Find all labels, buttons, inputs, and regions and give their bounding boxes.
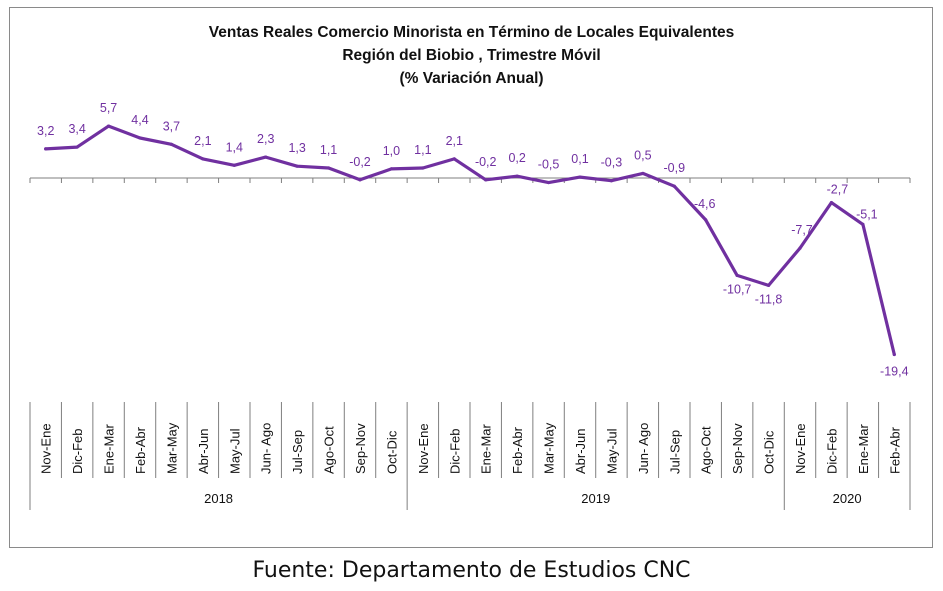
data-label: 0,2 [508, 151, 525, 165]
data-point [201, 157, 205, 161]
data-label: -0,5 [538, 158, 560, 172]
x-tick-label: Ene-Mar [102, 423, 117, 474]
x-tick-label: Nov-Ene [416, 423, 431, 474]
data-point [672, 184, 676, 188]
data-point [798, 246, 802, 250]
data-label: 1,3 [288, 141, 305, 155]
year-group-label: 2019 [581, 491, 610, 506]
x-tick-label: Dic-Feb [70, 428, 85, 474]
x-tick-label: Feb-Abr [133, 426, 148, 474]
data-point [44, 147, 48, 151]
x-tick-label: Nov-Ene [793, 423, 808, 474]
data-label: 5,7 [100, 101, 117, 115]
data-label: -2,7 [827, 183, 849, 197]
x-tick-label: Dic-Feb [824, 428, 839, 474]
data-point [735, 273, 739, 277]
x-tick-label: Ago-Oct [322, 426, 337, 474]
data-label: 1,0 [383, 144, 400, 158]
data-point [578, 175, 582, 179]
data-label: 1,1 [414, 143, 431, 157]
data-label: -19,4 [880, 365, 909, 379]
x-tick-label: Nov-Ene [39, 423, 54, 474]
data-label: 1,1 [320, 143, 337, 157]
data-point [389, 167, 394, 171]
data-point [106, 124, 111, 128]
data-point [609, 179, 614, 183]
x-tick-label: Jul-Sep [667, 430, 682, 474]
x-tick-label: Ene-Mar [479, 423, 494, 474]
data-point [704, 218, 708, 222]
data-point [766, 283, 771, 287]
data-point [641, 171, 645, 176]
x-tick-label: Feb-Abr [510, 426, 525, 474]
data-label: -0,3 [601, 156, 623, 170]
x-tick-label: Abr-Jun [196, 428, 211, 474]
year-group-label: 2020 [833, 491, 862, 506]
data-point [232, 163, 236, 167]
data-point [515, 174, 519, 178]
chart-title-line-3: (% Variación Anual) [399, 70, 544, 87]
data-point [75, 145, 79, 149]
data-label: 2,1 [446, 134, 463, 148]
data-label: -0,2 [475, 155, 497, 169]
data-point [264, 155, 268, 159]
x-tick-label: Sep-Nov [730, 423, 745, 474]
x-tick-label: Jul-Sep [290, 430, 305, 474]
data-label: 1,4 [226, 140, 243, 154]
data-label: 0,1 [571, 152, 588, 166]
x-tick-label: Jun- Ago [636, 423, 651, 474]
data-label: 3,4 [68, 122, 85, 136]
chart-title-line-2: Región del Biobio , Trimestre Móvil [342, 47, 601, 64]
data-point [892, 352, 896, 357]
data-label: 2,3 [257, 132, 274, 146]
data-point [484, 178, 488, 182]
chart-title-line-1: Ventas Reales Comercio Minorista en Térm… [208, 24, 735, 41]
x-tick-label: Abr-Jun [573, 428, 588, 474]
data-label: 4,4 [131, 113, 148, 127]
data-point [138, 136, 142, 140]
data-label: -11,8 [755, 292, 783, 306]
data-point [169, 142, 174, 146]
x-tick-label: Oct-Dic [762, 430, 777, 474]
data-label: 0,5 [634, 148, 651, 162]
chart-frame [9, 7, 933, 548]
x-tick-label: Dic-Feb [447, 428, 462, 474]
data-point [421, 166, 425, 170]
data-label: -10,7 [723, 282, 752, 296]
x-tick-label: May-Jul [604, 428, 619, 474]
x-tick-label: Mar-May [542, 422, 557, 474]
data-point [861, 222, 865, 227]
data-point [358, 178, 362, 182]
x-tick-label: Mar-May [164, 422, 179, 474]
source-note: Fuente: Departamento de Estudios CNC [252, 558, 691, 583]
year-group-label: 2018 [204, 491, 233, 506]
series-line [44, 124, 896, 357]
data-point [829, 200, 834, 205]
x-tick-label: Oct-Dic [384, 430, 399, 474]
data-label: -0,9 [664, 161, 686, 175]
data-label: 2,1 [194, 134, 211, 148]
data-point [326, 166, 331, 170]
x-tick-label: Ago-Oct [699, 426, 714, 474]
data-point [546, 180, 551, 185]
data-point [295, 164, 299, 168]
data-label: 3,7 [163, 119, 180, 133]
x-tick-label: May-Jul [227, 428, 242, 474]
data-point [452, 157, 456, 161]
data-label: -0,2 [349, 155, 371, 169]
x-tick-label: Feb-Abr [887, 426, 902, 474]
x-tick-label: Sep-Nov [353, 423, 368, 474]
x-tick-label: Jun- Ago [259, 423, 274, 474]
data-label: -5,1 [856, 207, 878, 221]
data-label: -4,6 [694, 197, 716, 211]
x-tick-label: Ene-Mar [856, 423, 871, 474]
data-label: -7,7 [791, 223, 813, 237]
data-label: 3,2 [37, 124, 54, 138]
